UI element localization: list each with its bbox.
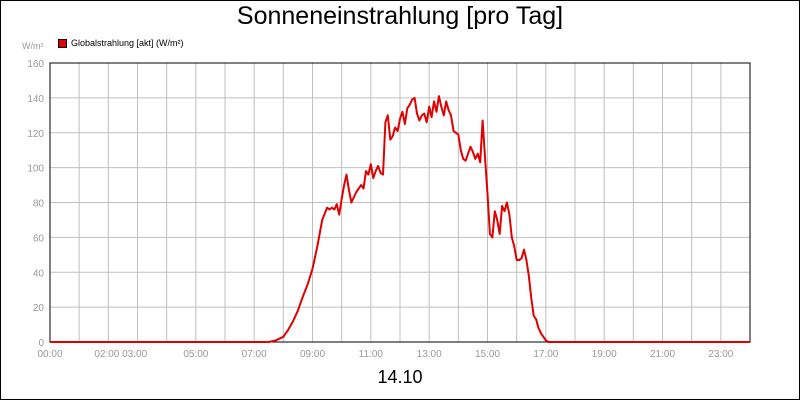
plot-border	[49, 62, 751, 343]
y-tick-labels: 0 20 40 60 80 100 120 140 160	[27, 59, 44, 349]
x-axis-label: 14.10	[377, 367, 423, 387]
y-tick-label: 60	[33, 233, 45, 244]
legend-swatch	[58, 38, 67, 48]
grid-lines	[50, 63, 750, 342]
x-tick-label: 05:00	[183, 349, 208, 360]
y-tick-label: 160	[27, 59, 44, 70]
x-tick-labels: 00:00 02:00 03:00 05:00 07:00 09:00 11:00 13:0…	[37, 349, 733, 360]
series-line-globalstrahlung	[50, 95, 750, 343]
x-tick-label: 00:00	[37, 349, 62, 360]
x-tick-label: 02:00 03:00	[94, 349, 147, 360]
x-tick-label: 17:00	[533, 349, 558, 360]
x-tick-label: 11:00	[359, 349, 384, 360]
y-tick-label: 40	[33, 268, 45, 279]
y-tick-label: 120	[27, 129, 44, 140]
y-tick-label: 80	[33, 199, 45, 210]
y-tick-label: 0	[38, 338, 44, 349]
x-tick-label: 07:00	[242, 349, 267, 360]
y-tick-label: 140	[27, 94, 44, 105]
x-tick-label: 15:00	[475, 349, 500, 360]
x-tick-label: 09:00	[300, 349, 325, 360]
y-axis-label: W/m²	[22, 41, 44, 51]
y-tick-label: 20	[33, 303, 45, 314]
legend: Globalstrahlung [akt] (W/m²)	[58, 38, 184, 48]
x-tick-label: 21:00	[650, 349, 675, 360]
x-tick-label: 19:00	[592, 349, 617, 360]
chart-title: Sonneneinstrahlung [pro Tag]	[236, 2, 564, 30]
legend-label: Globalstrahlung [akt] (W/m²)	[71, 38, 184, 48]
y-tick-label: 100	[27, 164, 44, 175]
x-tick-label: 13:00	[417, 349, 442, 360]
x-tick-label: 23:00	[708, 349, 733, 360]
